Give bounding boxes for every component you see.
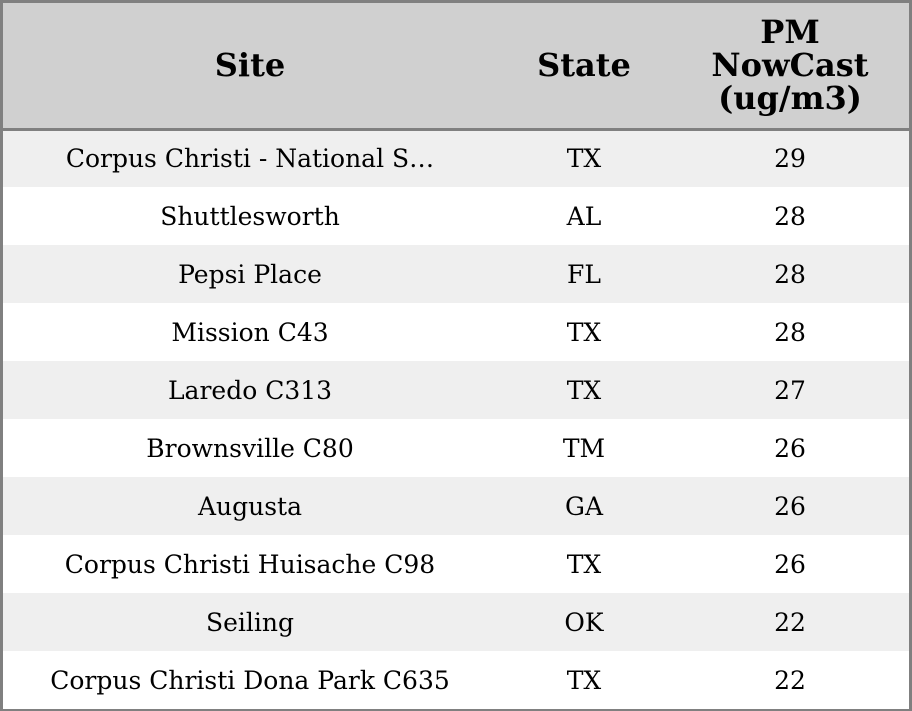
state-cell: TX	[566, 549, 602, 579]
state-cell: TX	[566, 317, 602, 347]
site-cell: Pepsi Place	[178, 259, 322, 289]
table-row: Pepsi Place FL 28	[3, 245, 909, 303]
site-cell: Shuttlesworth	[160, 201, 340, 231]
state-cell: GA	[564, 491, 604, 521]
pm-value-cell: 27	[774, 375, 806, 405]
table-row: Augusta GA 26	[3, 477, 909, 535]
table-row: Corpus Christi Huisache C98 TX 26	[3, 535, 909, 593]
table-header-row: Site State PM NowCast (ug/m3)	[3, 3, 909, 131]
column-header-site: Site	[3, 3, 497, 131]
pm-value-cell: 28	[774, 201, 806, 231]
pm-value-cell: 22	[774, 665, 806, 695]
table-row: Corpus Christi Dona Park C635 TX 22	[3, 651, 909, 709]
site-cell: Laredo C313	[167, 375, 333, 405]
table-row: Corpus Christi - National S… TX 29	[3, 129, 909, 187]
pm-value-cell: 26	[774, 433, 806, 463]
site-cell: Seiling	[205, 607, 294, 637]
pm-value-cell: 28	[774, 259, 806, 289]
state-cell: TX	[566, 665, 602, 695]
pm-value-cell: 22	[774, 607, 806, 637]
column-header-pm-line-2: NowCast	[711, 45, 869, 84]
table-row: Brownsville C80 TM 26	[3, 419, 909, 477]
pm-value-cell: 28	[774, 317, 806, 347]
site-cell: Brownsville C80	[146, 433, 354, 463]
table-row: Shuttlesworth AL 28	[3, 187, 909, 245]
pm-value-cell: 29	[774, 144, 806, 174]
pm-value-cell: 26	[774, 549, 806, 579]
pm-nowcast-table: Site State PM NowCast (ug/m3) Corpus Chr…	[3, 3, 909, 709]
state-cell: TX	[566, 375, 602, 405]
column-header-pm-line-1: PM	[760, 12, 820, 51]
column-header-pm-line-3: (ug/m3)	[718, 78, 862, 117]
table-row: Mission C43 TX 28	[3, 303, 909, 361]
site-cell: Augusta	[197, 491, 303, 521]
state-cell: TM	[562, 433, 606, 463]
state-cell: OK	[564, 607, 604, 637]
state-cell: TX	[566, 144, 602, 174]
table-row: Seiling OK 22	[3, 593, 909, 651]
column-header-state: State	[497, 3, 671, 131]
site-cell: Mission C43	[171, 317, 329, 347]
site-cell: Corpus Christi Huisache C98	[64, 549, 436, 579]
column-header-pm-nowcast: PM NowCast (ug/m3)	[671, 3, 909, 131]
table-row: Laredo C313 TX 27	[3, 361, 909, 419]
site-cell: Corpus Christi - National S…	[65, 144, 435, 174]
state-cell: FL	[567, 259, 601, 289]
pm-value-cell: 26	[774, 491, 806, 521]
state-cell: AL	[566, 201, 602, 231]
site-cell: Corpus Christi Dona Park C635	[50, 665, 450, 695]
